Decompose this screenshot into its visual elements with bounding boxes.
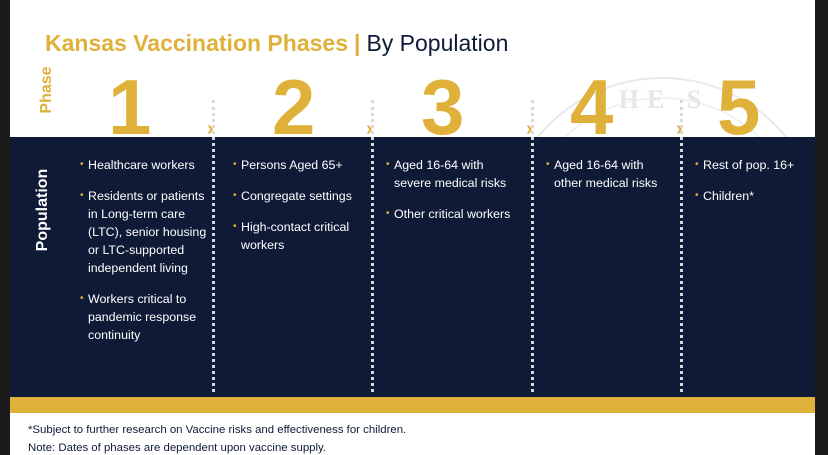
list-item: Aged 16-64 with severe medical risks (386, 156, 518, 192)
chevron-right-icon: › (676, 118, 683, 140)
column-divider (212, 100, 215, 392)
list-item: High-contact critical workers (233, 218, 365, 254)
phase-5-column: Rest of pop. 16+ Children* (695, 156, 810, 218)
phase-1-number: 1 (108, 63, 152, 151)
list-item: Healthcare workers (80, 156, 208, 174)
phase-2-column: Persons Aged 65+ Congregate settings Hig… (233, 156, 365, 267)
list-item: Workers critical to pandemic response co… (80, 290, 208, 344)
phase-4-column: Aged 16-64 with other medical risks (546, 156, 674, 205)
list-item: Other critical workers (386, 205, 518, 223)
column-divider (531, 100, 534, 392)
phase-3-column: Aged 16-64 with severe medical risks Oth… (386, 156, 518, 236)
title-subtitle: By Population (366, 30, 509, 56)
column-divider (680, 100, 683, 392)
list-item: Residents or patients in Long-term care … (80, 187, 208, 277)
footnote-supply: Note: Dates of phases are dependent upon… (28, 442, 327, 454)
list-item: Congregate settings (233, 187, 365, 205)
gold-divider-band (10, 397, 815, 413)
seal-text: HE S (619, 85, 710, 114)
chevron-right-icon: › (526, 118, 533, 140)
phase-5-number: 5 (717, 63, 761, 151)
list-item: Rest of pop. 16+ (695, 156, 810, 174)
footnotes: *Subject to further research on Vaccine … (10, 413, 815, 455)
page-title: Kansas Vaccination Phases | By Population (45, 30, 508, 57)
phase-3-number: 3 (421, 63, 465, 151)
list-item: Children* (695, 187, 810, 205)
phase-1-column: Healthcare workers Residents or patients… (80, 156, 208, 357)
phase-axis-label: Phase (38, 66, 55, 114)
list-item: Aged 16-64 with other medical risks (546, 156, 674, 192)
population-axis-label: Population (34, 168, 51, 252)
list-item: Persons Aged 65+ (233, 156, 365, 174)
left-frame-strip (0, 0, 10, 455)
footnote-children: *Subject to further research on Vaccine … (28, 424, 407, 436)
phase-4-number: 4 (570, 63, 614, 151)
chevron-right-icon: › (207, 118, 214, 140)
column-divider (371, 100, 374, 392)
phase-2-number: 2 (272, 63, 316, 151)
title-separator: | (354, 30, 361, 56)
right-frame-strip (815, 0, 828, 455)
slide: Kansas Vaccination Phases | By Population … (10, 0, 815, 455)
chevron-right-icon: › (366, 118, 373, 140)
title-state: Kansas Vaccination Phases (45, 30, 348, 56)
